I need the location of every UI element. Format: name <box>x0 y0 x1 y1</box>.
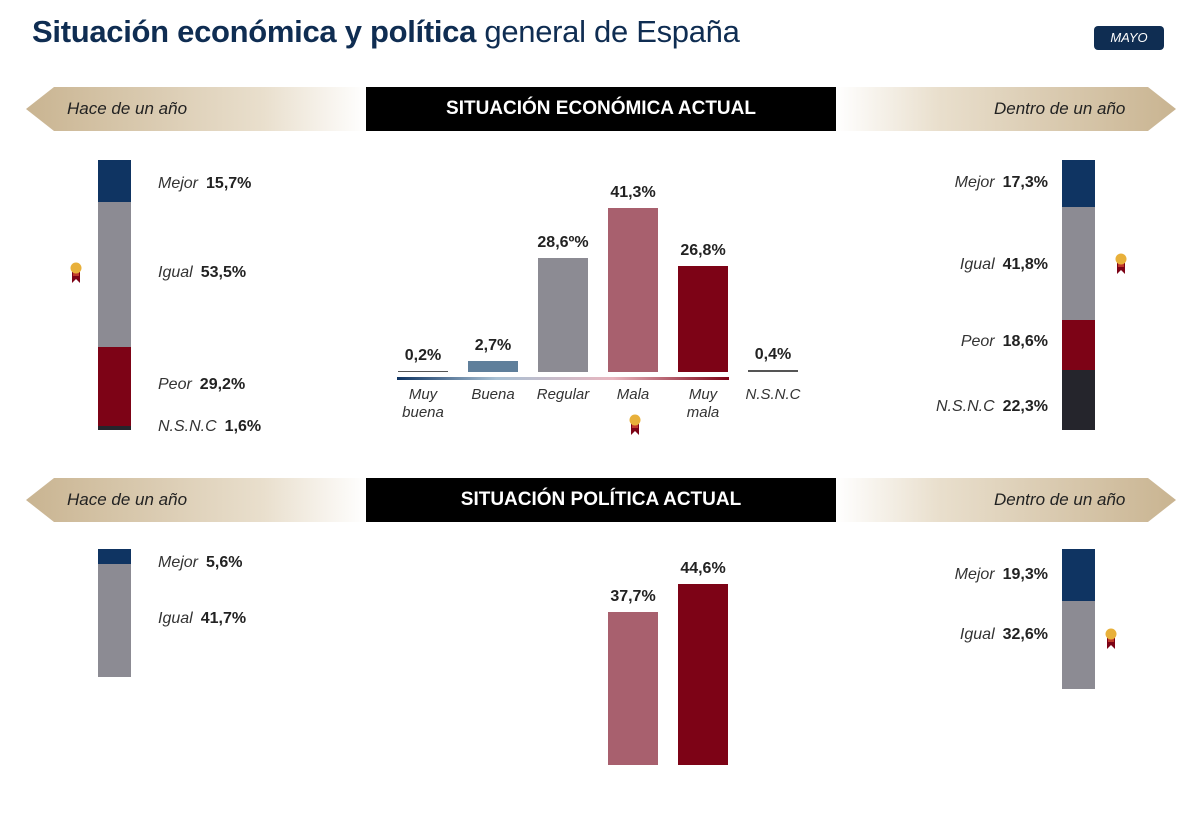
stack-label-category: N.S.N.C <box>935 398 995 415</box>
stack-label-value: 17,3% <box>1002 174 1048 191</box>
medal-icon <box>70 262 82 283</box>
stack-segment-nsnc <box>98 425 131 430</box>
bar-chart-econ-current: 0,2% Muy buena 2,7% Buena 28,6º% Regular 41,3%… <box>397 184 801 435</box>
bar-value-label: 37,7% <box>610 587 656 605</box>
stack-label-value: 15,7% <box>206 175 252 192</box>
category-label: Muy mala <box>686 386 720 421</box>
bar-value-label: 44,6% <box>680 559 726 577</box>
bar-value-label: 26,8% <box>680 241 726 259</box>
bar-value-label: 41,3% <box>610 184 656 202</box>
stack-segment-nsnc <box>1062 369 1095 430</box>
stack-label-category: Igual <box>959 626 995 643</box>
arrow-label-past-pol: Hace de un año <box>67 490 188 509</box>
category-label: Mala <box>616 386 650 403</box>
stack-label: Igual 32,6% <box>960 626 1048 644</box>
arrow-label-past-econ: Hace de un año <box>67 99 188 118</box>
bar-mala <box>608 611 658 765</box>
bar-muy-mala <box>678 583 728 765</box>
category-label: Muy buena <box>402 386 444 421</box>
stack-label: Igual 41,8% <box>960 256 1048 274</box>
stack-label-value: 41,8% <box>1002 256 1048 273</box>
stacked-bar-pol-past <box>98 549 131 819</box>
bar-muy-buena <box>398 370 448 372</box>
stack-label-value: 19,3% <box>1002 566 1048 583</box>
stack-segment-peor <box>1062 319 1095 370</box>
stack-label: Igual 53,5% <box>158 264 246 282</box>
stack-label-value: 22,3% <box>1002 398 1048 415</box>
stack-label: Igual 41,7% <box>158 610 246 628</box>
right-arrow-banner-pol <box>836 478 1176 522</box>
stacked-bar-econ-past <box>98 160 131 430</box>
stack-label-category: Peor <box>158 376 192 393</box>
stack-segment-igual <box>1062 601 1095 690</box>
bar-chart-pol-current: 37,7% 44,6% <box>608 559 728 765</box>
stack-segment-mejor <box>1062 160 1095 207</box>
stack-label-category: Mejor <box>158 554 199 571</box>
stack-label-value: 32,6% <box>1002 626 1048 643</box>
stack-label-category: Igual <box>959 256 995 273</box>
stack-segment-igual <box>98 202 131 347</box>
left-arrow-banner-econ <box>26 87 366 131</box>
stacked-bar-pol-future <box>1062 549 1095 819</box>
stack-label-value: 29,2% <box>199 376 246 393</box>
stack-label: Mejor 17,3% <box>955 174 1048 192</box>
stack-label-value: 5,6% <box>206 554 243 571</box>
bar-regular <box>538 258 588 372</box>
stack-label-value: 1,6% <box>224 418 262 435</box>
category-label: Regular <box>536 386 590 403</box>
bar-mala <box>608 208 658 372</box>
stack-label: Mejor 5,6% <box>158 554 242 572</box>
stack-label-value: 41,7% <box>200 610 247 627</box>
stack-segment-mejor <box>98 160 131 203</box>
stack-segment-peor <box>98 346 131 426</box>
stack-label: Mejor 19,3% <box>955 566 1048 584</box>
stack-label-category: Mejor <box>954 174 995 191</box>
arrow-label-future-pol: Dentro de un año <box>994 490 1126 509</box>
stack-label: Peor 29,2% <box>158 376 245 394</box>
stack-label-category: Mejor <box>954 566 995 583</box>
medal-icon <box>629 414 641 435</box>
bar-value-label: 0,4% <box>754 346 792 364</box>
medal-icon <box>1115 253 1127 274</box>
stack-label-category: Igual <box>158 610 193 627</box>
section-title-econ: SITUACIÓN ECONÓMICA ACTUAL <box>366 87 836 131</box>
x-axis-line <box>397 377 729 380</box>
title-bold: Situación económica y política <box>32 14 477 49</box>
bar-buena <box>468 361 518 372</box>
arrow-label-future-econ: Dentro de un año <box>994 99 1126 118</box>
stack-label: N.S.N.C 1,6% <box>158 418 261 436</box>
stacked-bar-econ-future <box>1062 160 1095 430</box>
bar-value-label: 2,7% <box>474 337 512 355</box>
stack-label: N.S.N.C 22,3% <box>936 398 1048 416</box>
medal-icon <box>1105 628 1117 649</box>
stack-label-value: 53,5% <box>200 264 247 281</box>
stack-label-category: Peor <box>960 333 995 350</box>
category-label: Buena <box>471 386 515 403</box>
bar-n-s-n-c <box>748 370 798 372</box>
bar-value-label: 0,2% <box>404 346 442 364</box>
bar-value-label: 28,6º% <box>537 234 589 252</box>
stack-label-category: Igual <box>158 264 193 281</box>
stack-label: Peor 18,6% <box>961 333 1048 351</box>
category-label: N.S.N.C <box>745 386 801 403</box>
month-badge: MAYO <box>1094 26 1164 50</box>
stack-segment-igual <box>98 564 131 677</box>
labels-layer: Mejor 15,7% Igual 53,5% Peor 29,2% N.S.N.C 1,6%… <box>70 174 1127 649</box>
bar-muy-mala <box>678 265 728 372</box>
right-arrow-banner-econ <box>836 87 1176 131</box>
stack-label-value: 18,6% <box>1002 333 1048 350</box>
left-arrow-banner-pol <box>26 478 366 522</box>
stack-segment-igual <box>1062 206 1095 320</box>
stack-label: Mejor 15,7% <box>158 175 251 193</box>
stack-segment-mejor <box>98 549 131 565</box>
page-title: Situación económica y política general d… <box>32 14 740 50</box>
section-title-pol: SITUACIÓN POLÍTICA ACTUAL <box>366 478 836 522</box>
title-light: general de España <box>484 14 740 49</box>
stack-label-category: Mejor <box>158 175 199 192</box>
stack-label-category: N.S.N.C <box>158 418 217 435</box>
stack-segment-mejor <box>1062 549 1095 602</box>
